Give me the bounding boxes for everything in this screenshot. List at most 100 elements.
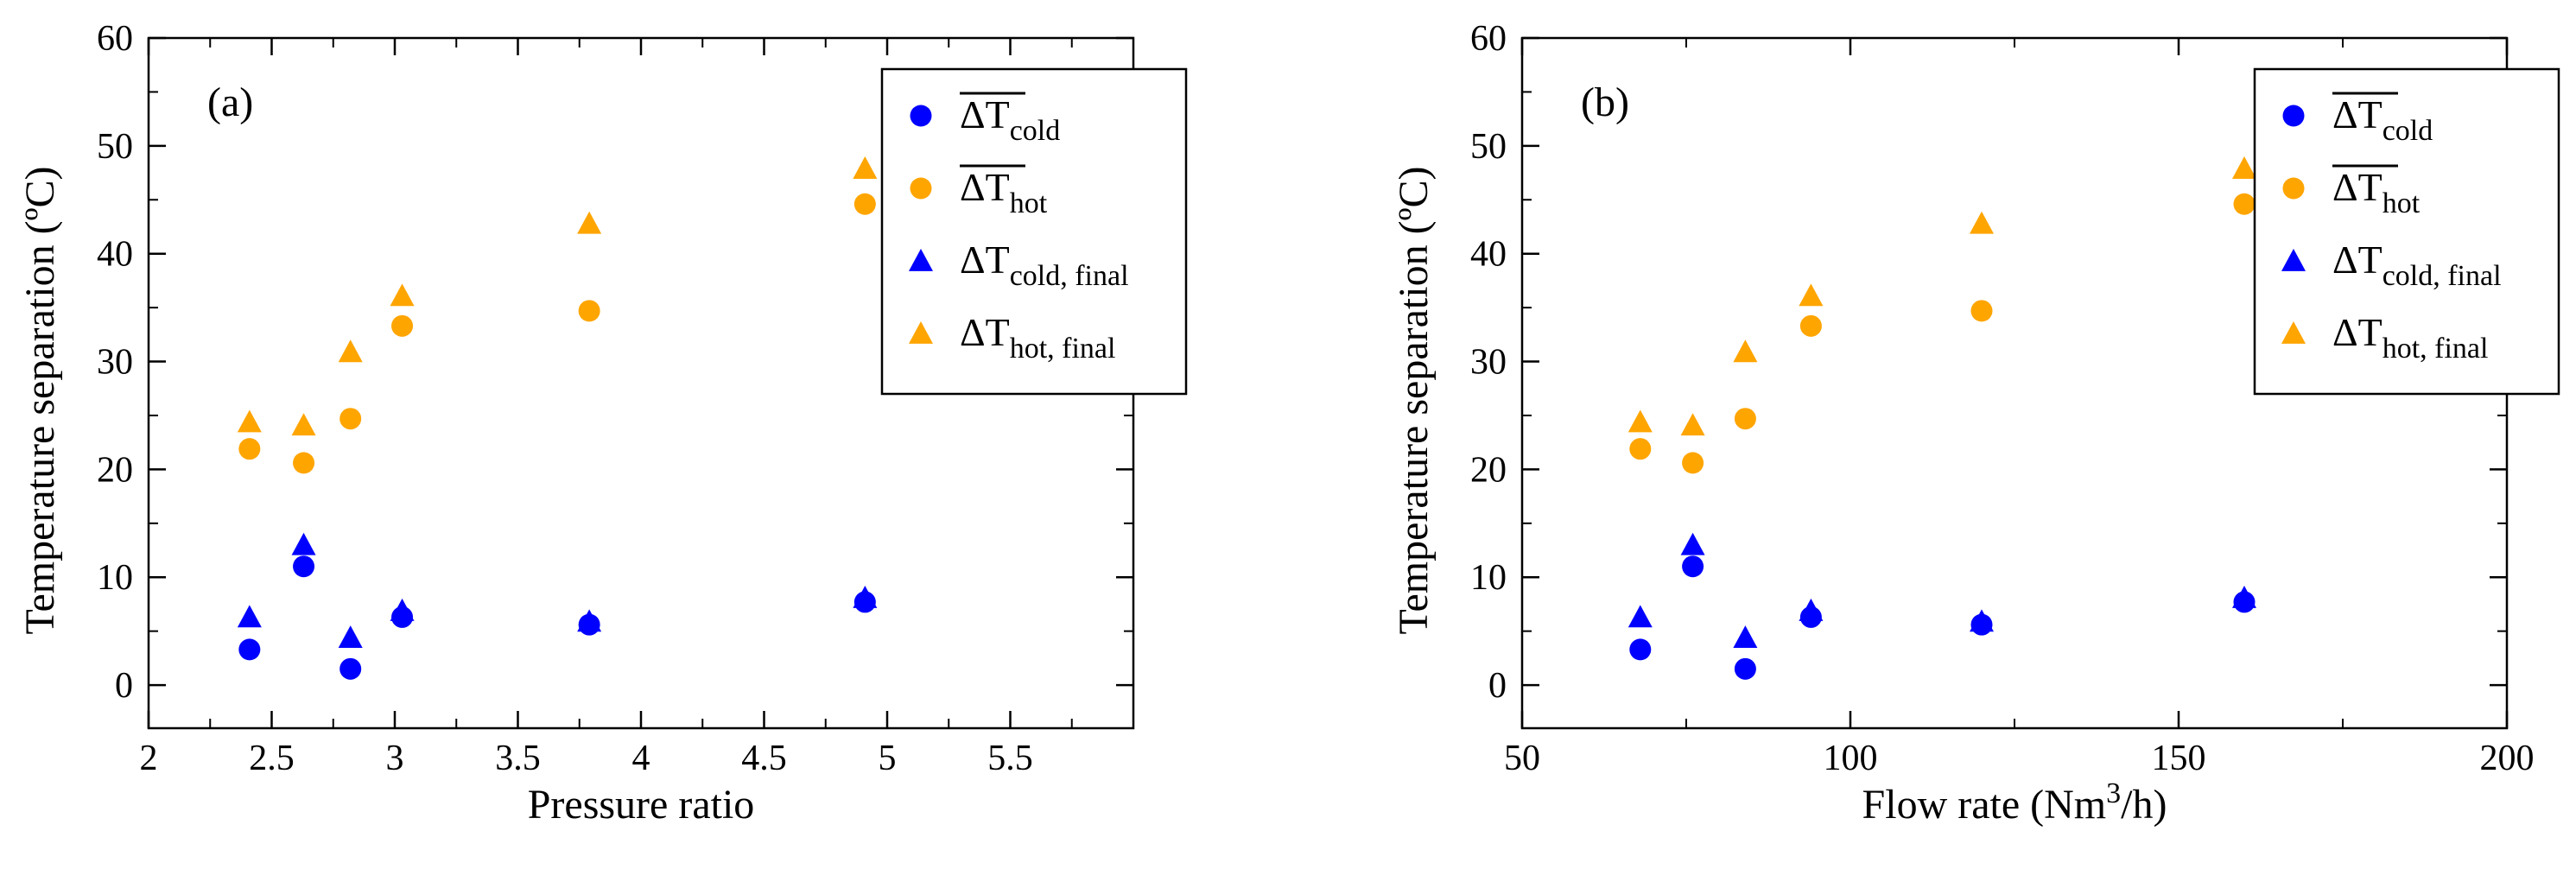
legend-marker xyxy=(910,105,932,127)
legend-label-main: ΔT xyxy=(960,165,1010,209)
series-ΔT_hot_mean xyxy=(238,193,876,474)
data-point xyxy=(338,625,363,649)
x-tick-label: 4 xyxy=(632,739,650,778)
data-point xyxy=(1799,283,1824,307)
y-tick-label: 50 xyxy=(1470,127,1507,167)
data-point xyxy=(1733,625,1758,649)
series-ΔT_cold_final xyxy=(237,532,878,649)
data-point xyxy=(238,438,261,460)
x-axis-title: Flow rate (Nm3/h) xyxy=(1862,777,2167,828)
x-tick-label: 200 xyxy=(2480,739,2535,778)
x-tick-label: 2 xyxy=(140,739,158,778)
data-point xyxy=(1680,532,1705,555)
legend-box xyxy=(2253,67,2560,396)
legend-label-subscript: cold xyxy=(2382,115,2433,147)
series-ΔT_hot_final xyxy=(1627,156,2256,436)
legend-marker xyxy=(2281,321,2306,344)
legend-label-main: ΔT xyxy=(960,92,1010,136)
y-tick-label: 60 xyxy=(97,19,133,59)
data-point xyxy=(1629,638,1652,661)
series-ΔT_hot_final xyxy=(237,156,878,436)
legend-label-subscript: cold xyxy=(1010,115,1061,147)
y-tick-label: 40 xyxy=(97,235,133,275)
data-point xyxy=(1680,413,1705,436)
x-tick-label: 5.5 xyxy=(987,739,1033,778)
legend-item: ΔThot xyxy=(910,164,1048,219)
data-point xyxy=(390,598,415,621)
y-tick-label: 40 xyxy=(1470,235,1507,275)
y-tick-label: 10 xyxy=(97,558,133,598)
x-tick-label: 4.5 xyxy=(741,739,787,778)
panel-label: (b) xyxy=(1581,79,1629,125)
x-tick-label: 50 xyxy=(1504,739,1540,778)
data-point xyxy=(1799,598,1824,621)
legend-label-main: ΔT xyxy=(2332,165,2382,209)
legend-label: ΔThot xyxy=(960,165,1048,219)
data-point xyxy=(1629,438,1652,460)
chart-panel-a: 0 10 20 30 40 50 60 2 2.5 3 3.5 4 4.5 5 5.5 Temperature… xyxy=(17,19,1188,828)
legend-label: ΔThot, final xyxy=(2332,310,2488,365)
series-ΔT_hot_mean xyxy=(1629,193,2256,474)
data-point xyxy=(291,532,316,555)
legend-label: ΔThot xyxy=(2332,165,2421,219)
series-ΔT_cold_mean xyxy=(238,555,876,680)
legend-label-subscript: hot, final xyxy=(2382,333,2489,365)
legend-item: ΔThot, final xyxy=(2281,310,2488,365)
legend-label-subscript: cold, final xyxy=(1010,260,1129,292)
series-ΔT_cold_final xyxy=(1627,532,2256,649)
data-point xyxy=(1627,605,1653,628)
legend-label-subscript: hot, final xyxy=(1010,333,1116,365)
legend-label: ΔThot, final xyxy=(960,310,1115,365)
data-point xyxy=(1682,452,1704,474)
data-point xyxy=(1970,211,1994,234)
legend-marker xyxy=(909,321,933,344)
legend-item: ΔThot, final xyxy=(909,310,1115,365)
y-tick-label: 20 xyxy=(1470,450,1507,490)
y-tick-label: 20 xyxy=(97,450,133,490)
x-axis-title-main: Flow rate (Nm xyxy=(1862,782,2107,828)
data-point xyxy=(339,408,362,430)
data-point xyxy=(2232,585,2256,608)
y-tick-label: 10 xyxy=(1470,558,1507,598)
y-tick-label: 50 xyxy=(97,127,133,167)
data-point xyxy=(1734,657,1756,680)
data-point xyxy=(391,314,414,337)
y-tick-label: 0 xyxy=(115,666,133,706)
legend-item: ΔThot xyxy=(2282,164,2421,219)
legend-label: ΔTcold, final xyxy=(2332,238,2502,292)
legend-label-main: ΔT xyxy=(2332,92,2382,136)
x-axis-title: Pressure ratio xyxy=(528,782,755,828)
legend-item: ΔTcold, final xyxy=(2281,238,2502,292)
legend-marker xyxy=(2281,249,2306,271)
legend-label-main: ΔT xyxy=(2332,238,2382,282)
data-point xyxy=(238,638,261,661)
data-point xyxy=(2232,156,2256,179)
legend-label: ΔTcold xyxy=(2332,92,2433,147)
data-point xyxy=(1627,409,1653,433)
panel-label: (a) xyxy=(207,79,253,125)
legend-marker xyxy=(909,249,933,271)
data-point xyxy=(293,452,315,474)
legend-marker xyxy=(2282,105,2305,127)
data-point xyxy=(1970,300,1993,322)
x-tick-label: 2.5 xyxy=(249,739,295,778)
data-point xyxy=(293,555,315,578)
legend-marker xyxy=(910,177,932,200)
data-point xyxy=(1682,555,1704,578)
data-point xyxy=(1734,408,1756,430)
data-point xyxy=(339,657,362,680)
legend-item: ΔTcold xyxy=(2282,92,2433,147)
data-point xyxy=(338,339,363,363)
legend-box xyxy=(880,67,1188,396)
legend-label-subscript: hot xyxy=(1010,187,1048,219)
data-point xyxy=(237,605,262,628)
data-point xyxy=(853,585,878,608)
legend-label: ΔTcold xyxy=(960,92,1060,147)
x-tick-label: 3 xyxy=(386,739,404,778)
data-point xyxy=(390,283,415,307)
y-tick-label: 0 xyxy=(1488,666,1507,706)
y-axis-title: Temperature separation (ºC) xyxy=(17,167,63,635)
y-tick-label: 60 xyxy=(1470,19,1507,59)
